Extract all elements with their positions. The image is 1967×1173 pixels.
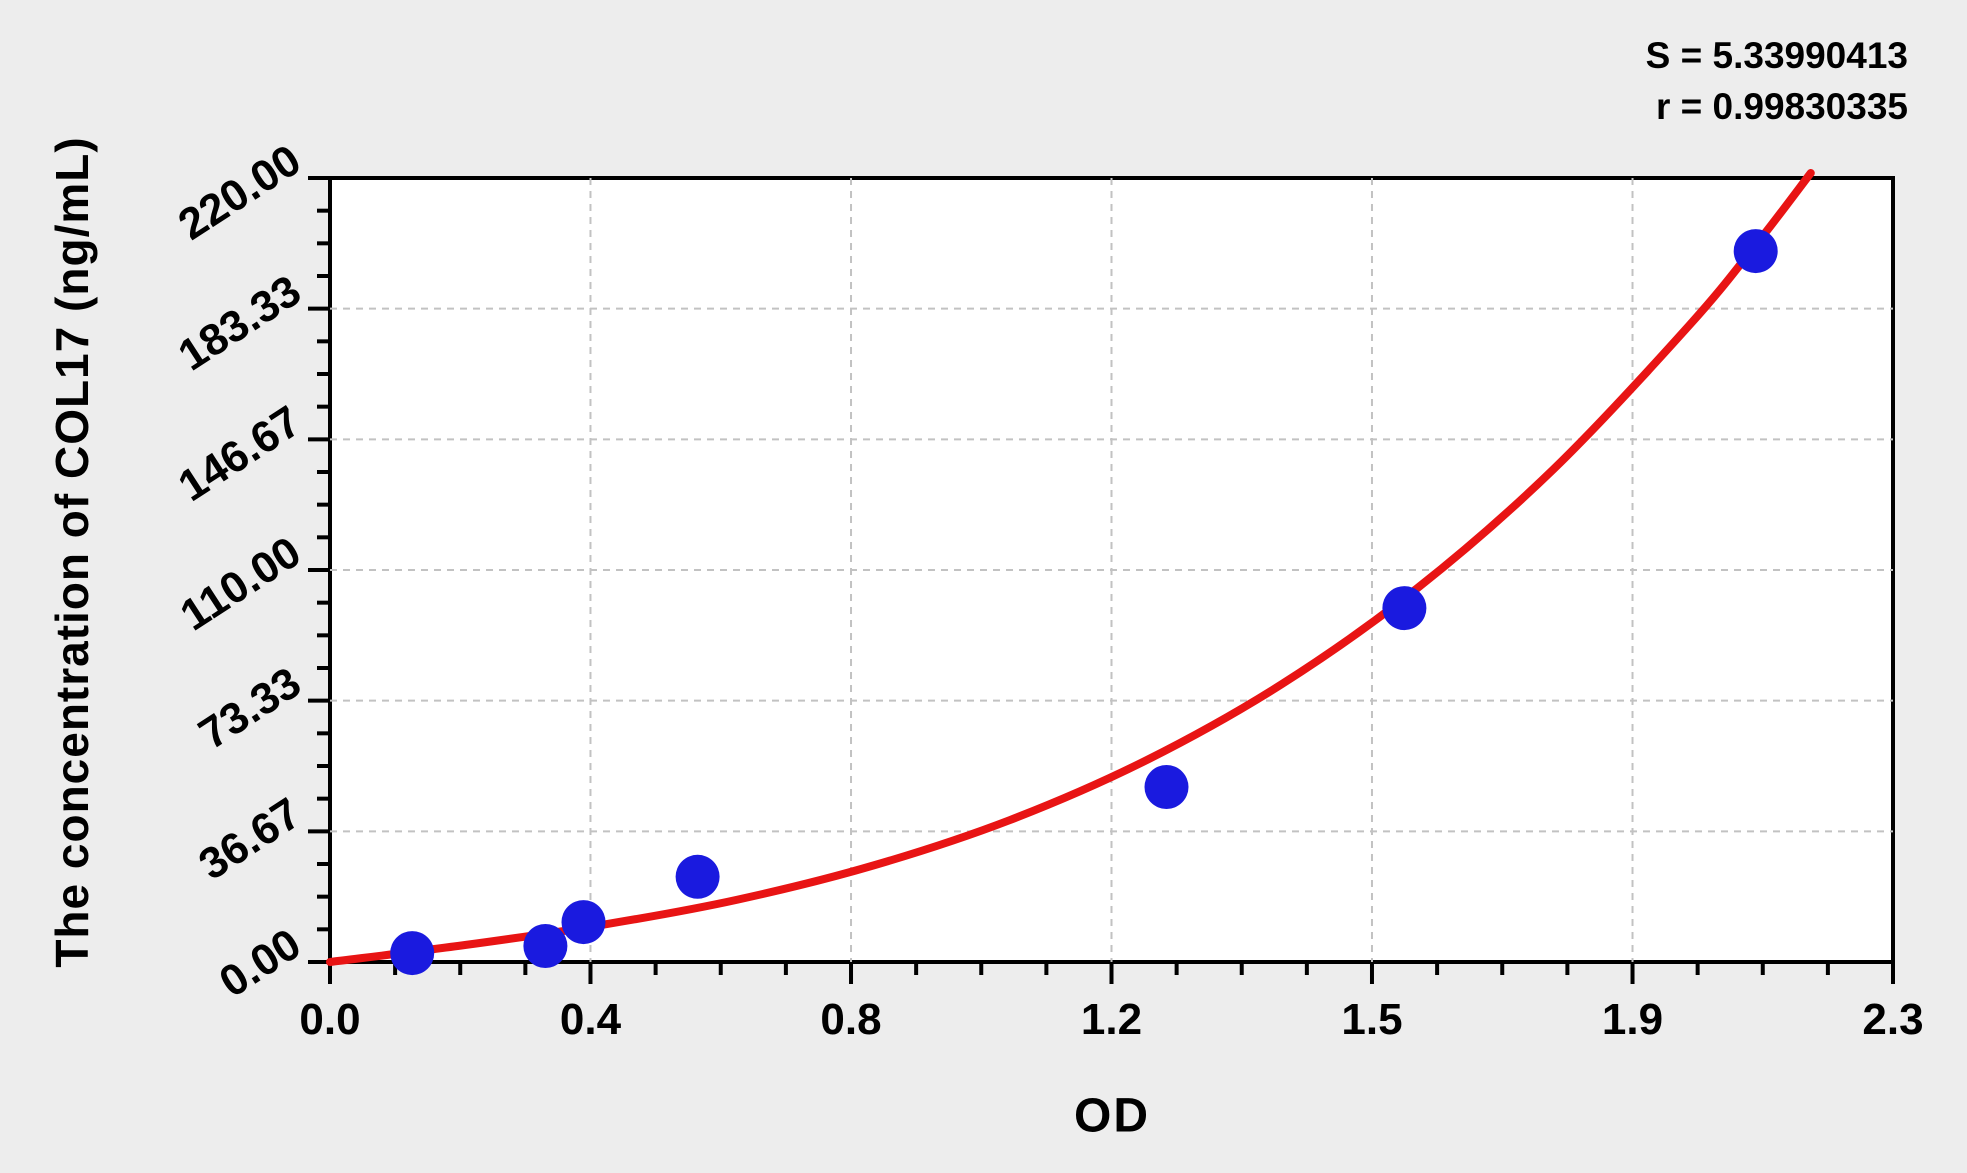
data-point: [523, 924, 568, 968]
y-tick-label: 73.33: [190, 658, 309, 759]
gridlines-group: [330, 178, 1893, 962]
axis-ticks-group: [308, 176, 1895, 984]
data-points-group: [390, 229, 1778, 976]
stats-annotation: S = 5.33990413 r = 0.99830335: [1646, 30, 1908, 132]
x-tick-label: 0.8: [820, 995, 881, 1044]
x-tick-label: 1.9: [1602, 995, 1663, 1044]
y-tick-label: 220.00: [170, 135, 310, 249]
y-tick-label: 0.00: [211, 919, 310, 1007]
x-tick-label: 2.3: [1862, 995, 1923, 1044]
x-tick-label: 1.2: [1081, 995, 1142, 1044]
stats-s-value: S = 5.33990413: [1645, 35, 1908, 76]
stats-r-value: r = 0.99830335: [1655, 86, 1908, 127]
y-tick-label: 183.33: [170, 266, 310, 380]
x-tick-label: 1.5: [1341, 995, 1402, 1044]
data-point: [1382, 586, 1427, 631]
y-axis-title: The concentration of COL17 (ng/mL): [46, 136, 98, 968]
data-point: [1733, 229, 1778, 274]
y-tick-label: 146.67: [170, 397, 310, 511]
data-point: [1144, 765, 1189, 809]
data-point: [561, 900, 606, 945]
y-tick-label: 36.67: [190, 789, 309, 890]
x-tick-label: 0.4: [560, 995, 622, 1044]
x-tick-label: 0.0: [299, 995, 360, 1044]
x-axis-title: OD: [1074, 1089, 1150, 1143]
data-point: [675, 854, 720, 899]
y-tick-label: 110.00: [172, 527, 310, 640]
data-point: [390, 931, 435, 976]
